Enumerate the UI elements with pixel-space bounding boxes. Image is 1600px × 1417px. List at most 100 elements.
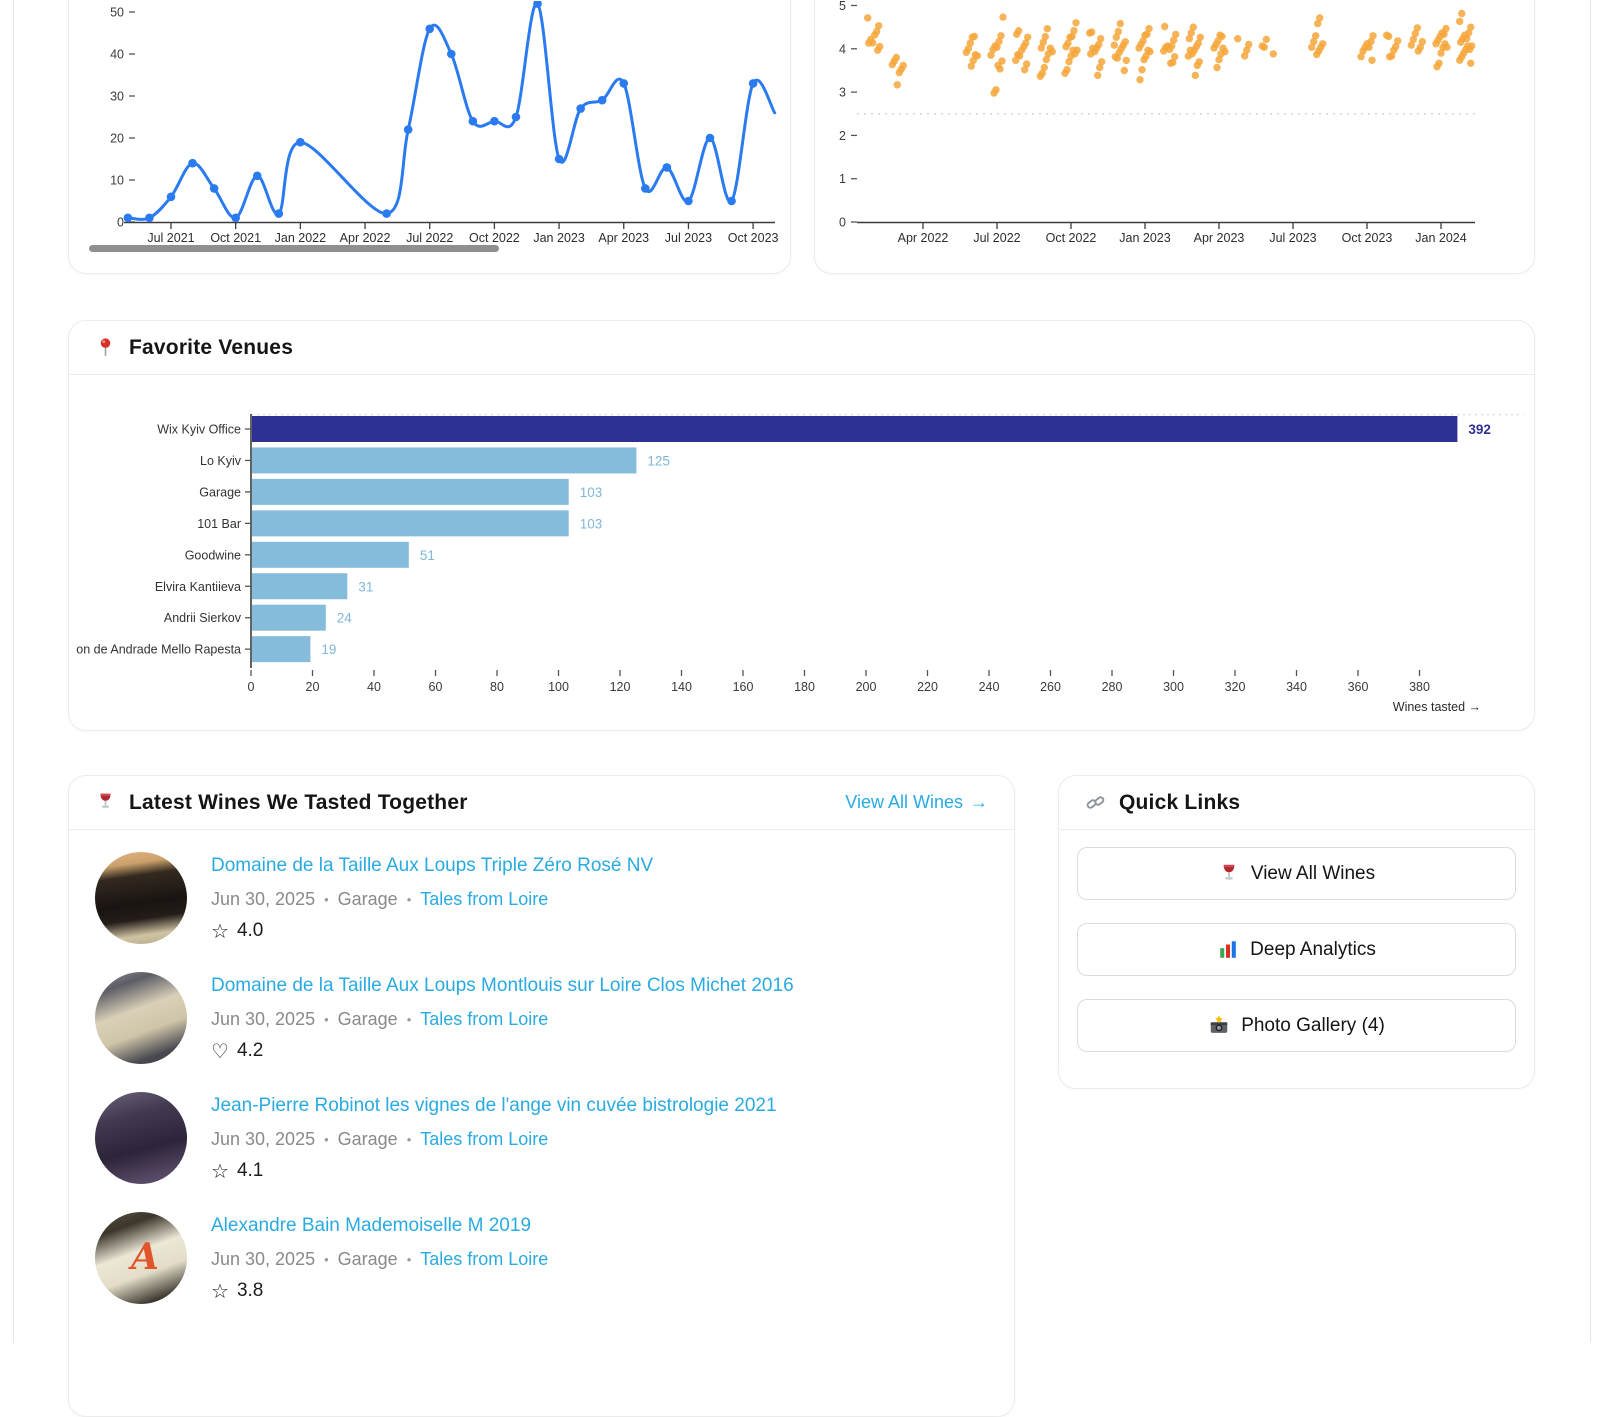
svg-text:Oct 2021: Oct 2021 — [210, 231, 261, 245]
bullet-separator: • — [406, 892, 412, 907]
tastings-timeline-card: 0 10 20 30 40 50 Jul 2021 Oct 2021 Jan 2022 Apr 2… — [68, 0, 791, 274]
svg-text:Wines tasted →: Wines tasted → — [1393, 700, 1481, 714]
wine-title-link[interactable]: Domaine de la Taille Aux Loups Montlouis… — [211, 975, 794, 996]
wine-meta: Jun 30, 2025 • Garage • Tales from Loire — [211, 889, 653, 910]
svg-text:1: 1 — [839, 172, 846, 186]
favorite-venues-bar-chart[interactable]: 0 20 40 60 80 100 120 140 160 180 200 220 240 260 280 3… — [69, 321, 1532, 729]
favorite-venues-header: Favorite Venues — [69, 321, 1534, 375]
bullet-separator: • — [324, 1132, 329, 1147]
svg-text:280: 280 — [1102, 680, 1123, 694]
quick-links-title: Quick Links — [1119, 790, 1241, 814]
wine-tag-link[interactable]: Tales from Loire — [420, 1129, 549, 1149]
star-outline-icon: ☆ — [211, 1279, 229, 1303]
link-icon — [1086, 796, 1105, 809]
camera-flash-icon — [1210, 1014, 1228, 1033]
latest-wines-title: Latest Wines We Tasted Together — [129, 790, 468, 814]
svg-text:103: 103 — [580, 485, 603, 500]
wine-glass-icon — [1223, 864, 1235, 880]
view-all-wines-link[interactable]: View All Wines → — [845, 792, 988, 813]
wine-venue: Garage — [337, 1009, 398, 1029]
wine-title-link[interactable]: Domaine de la Taille Aux Loups Triple Zé… — [211, 855, 654, 876]
wine-title-link[interactable]: Jean-Pierre Robinot les vignes de l'ange… — [211, 1095, 777, 1116]
svg-text:160: 160 — [733, 680, 754, 694]
quick-links-buttons: View All Wines Deep Analytics Photo Galler… — [1077, 847, 1516, 1052]
wine-glass-icon — [100, 793, 111, 808]
svg-text:260: 260 — [1040, 680, 1061, 694]
svg-text:24: 24 — [337, 611, 353, 626]
bullet-separator: • — [324, 892, 329, 907]
quicklink-label: Deep Analytics — [1250, 938, 1376, 960]
svg-text:101 Bar: 101 Bar — [197, 517, 241, 531]
wine-dashboard-page: 0 10 20 30 40 50 Jul 2021 Oct 2021 Jan 2022 Apr 2… — [13, 0, 1591, 1417]
quicklink-label: Photo Gallery (4) — [1241, 1014, 1385, 1036]
chart-horizontal-scrollbar[interactable] — [89, 245, 499, 252]
bullet-separator: • — [324, 1252, 329, 1267]
svg-text:Apr 2022: Apr 2022 — [340, 231, 391, 245]
wine-rating: ☆ 3.8 — [211, 1280, 548, 1302]
svg-text:51: 51 — [420, 548, 435, 563]
svg-text:Jan 2023: Jan 2023 — [533, 231, 584, 245]
wine-bottle-photo[interactable] — [95, 1092, 187, 1184]
wine-list-item: Domaine de la Taille Aux Loups Triple Zé… — [95, 838, 988, 958]
rating-value: 4.0 — [236, 920, 264, 941]
wine-meta: Jun 30, 2025 • Garage • Tales from Loire — [211, 1009, 794, 1030]
wine-tag-link[interactable]: Tales from Loire — [420, 889, 549, 909]
wine-meta: Jun 30, 2025 • Garage • Tales from Loire — [211, 1129, 777, 1150]
wine-bottle-photo[interactable]: A — [95, 1212, 187, 1304]
heart-outline-icon: ♡ — [211, 1039, 229, 1063]
svg-text:Elvira Kantiieva: Elvira Kantiieva — [155, 580, 241, 594]
star-outline-icon: ☆ — [211, 919, 229, 943]
svg-text:on de Andrade Mello Rapesta: on de Andrade Mello Rapesta — [76, 643, 241, 657]
wine-bottle-photo[interactable] — [95, 972, 187, 1064]
svg-text:200: 200 — [856, 680, 877, 694]
svg-text:Jul 2022: Jul 2022 — [406, 231, 453, 245]
quicklink-label: View All Wines — [1250, 862, 1376, 884]
svg-text:Lo Kyiv: Lo Kyiv — [200, 454, 242, 468]
svg-text:140: 140 — [671, 680, 692, 694]
svg-text:Jul 2023: Jul 2023 — [665, 231, 712, 245]
quicklink-deep-analytics-button[interactable]: Deep Analytics — [1077, 923, 1516, 976]
svg-text:392: 392 — [1468, 422, 1491, 437]
svg-text:Oct 2023: Oct 2023 — [1342, 231, 1393, 245]
wine-rating: ☆ 4.0 — [211, 920, 653, 942]
svg-text:2: 2 — [839, 129, 846, 143]
favorite-venues-card: Favorite Venues 0 20 40 60 80 100 120 140 160 180… — [68, 320, 1535, 731]
wine-venue: Garage — [337, 1249, 398, 1269]
wine-tag-link[interactable]: Tales from Loire — [420, 1009, 549, 1029]
wine-item-body: Domaine de la Taille Aux Loups Montlouis… — [211, 972, 794, 1062]
svg-text:Apr 2023: Apr 2023 — [1194, 231, 1245, 245]
svg-text:Apr 2023: Apr 2023 — [598, 231, 649, 245]
bullet-separator: • — [324, 1012, 329, 1027]
wine-venue: Garage — [337, 1129, 398, 1149]
svg-text:10: 10 — [110, 174, 124, 188]
wine-title-link[interactable]: Alexandre Bain Mademoiselle M 2019 — [211, 1215, 532, 1236]
svg-text:120: 120 — [610, 680, 631, 694]
bullet-separator: • — [406, 1252, 412, 1267]
svg-text:180: 180 — [794, 680, 815, 694]
svg-text:Goodwine: Goodwine — [185, 548, 241, 562]
svg-text:4: 4 — [839, 42, 846, 56]
wine-bottle-photo[interactable] — [95, 852, 187, 944]
wine-item-body: Jean-Pierre Robinot les vignes de l'ange… — [211, 1092, 777, 1182]
wine-date: Jun 30, 2025 — [211, 1249, 316, 1269]
svg-text:5: 5 — [839, 1, 846, 13]
round-pushpin-icon — [100, 338, 111, 356]
svg-text:103: 103 — [580, 516, 603, 531]
ratings-scatter-card: 0 1 2 3 4 5 Apr 2022 Jul 2022 Oct 2022 Jan 2023 Ap… — [814, 0, 1535, 274]
svg-text:Apr 2022: Apr 2022 — [898, 231, 949, 245]
wine-tag-link[interactable]: Tales from Loire — [420, 1249, 549, 1269]
wine-list-item: Domaine de la Taille Aux Loups Montlouis… — [95, 958, 988, 1078]
quicklink-view-all-wines-button[interactable]: View All Wines — [1077, 847, 1516, 900]
svg-text:40: 40 — [110, 48, 124, 62]
tastings-line-chart[interactable]: 0 10 20 30 40 50 Jul 2021 Oct 2021 Jan 2022 Apr 2… — [69, 1, 790, 263]
bullet-separator: • — [406, 1012, 412, 1027]
svg-text:Garage: Garage — [199, 485, 241, 499]
latest-wines-card: Latest Wines We Tasted Together View All… — [68, 775, 1015, 1417]
quicklink-photo-gallery-button[interactable]: Photo Gallery (4) — [1077, 999, 1516, 1052]
quick-links-card: Quick Links View All Wines Deep Analytics… — [1058, 775, 1535, 1089]
wine-meta: Jun 30, 2025 • Garage • Tales from Loire — [211, 1249, 548, 1270]
bullet-separator: • — [406, 1132, 412, 1147]
svg-text:0: 0 — [117, 216, 124, 230]
ratings-scatter-chart[interactable]: 0 1 2 3 4 5 Apr 2022 Jul 2022 Oct 2022 Jan 2023 Ap… — [815, 1, 1534, 263]
svg-text:Jan 2022: Jan 2022 — [275, 231, 326, 245]
